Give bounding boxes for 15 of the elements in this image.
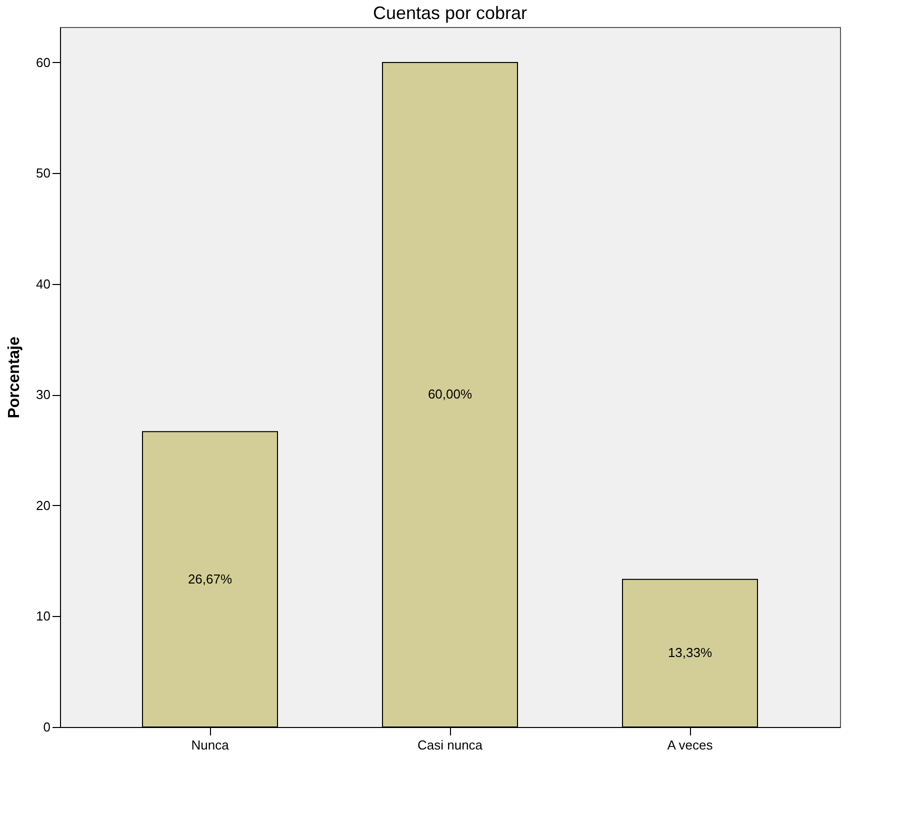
data-label: 60,00% — [428, 386, 472, 402]
y-axis-title: Porcentaje — [6, 336, 24, 418]
y-tick-label: 60 — [36, 54, 50, 70]
y-tick-label: 30 — [36, 387, 50, 402]
data-label: 13,33% — [668, 645, 712, 660]
y-tick-label: 0 — [43, 720, 50, 734]
x-tick-label: Casi nunca — [417, 738, 484, 752]
x-tick-label: Nunca — [191, 738, 230, 752]
data-label: 26,67% — [188, 571, 232, 586]
y-tick-label: 40 — [36, 276, 50, 292]
y-tick-label: 20 — [36, 498, 50, 513]
y-tick-label: 10 — [36, 608, 50, 624]
y-tick-label: 50 — [36, 166, 50, 181]
chart-title: Cuentas por cobrar — [372, 3, 528, 23]
x-tick-label: A veces — [667, 738, 714, 752]
